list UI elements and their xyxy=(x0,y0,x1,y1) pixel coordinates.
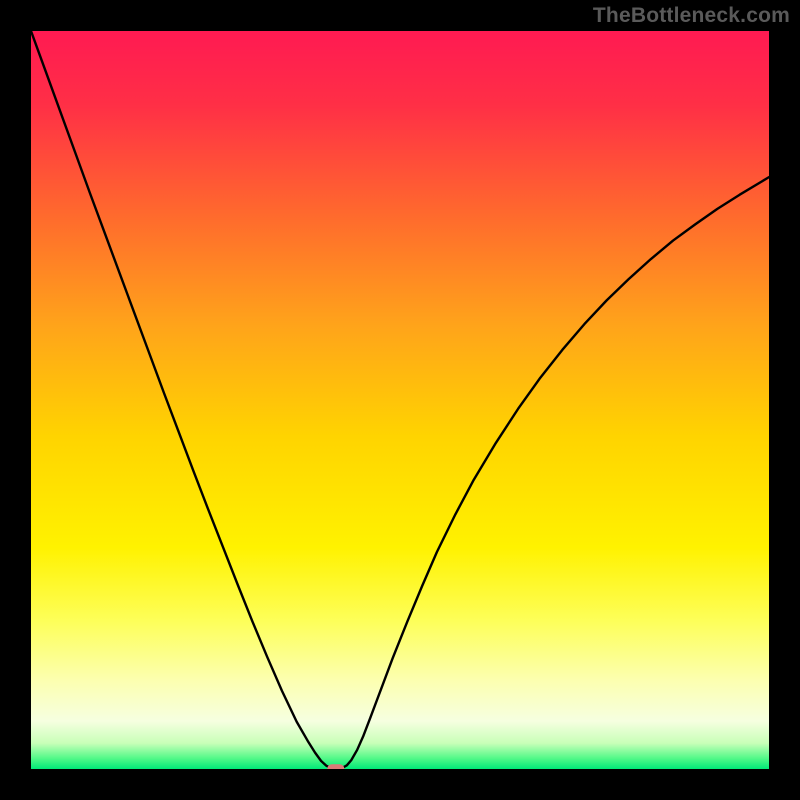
chart-svg xyxy=(31,31,769,769)
gradient-background xyxy=(31,31,769,769)
optimum-marker xyxy=(327,764,344,769)
chart-frame: TheBottleneck.com xyxy=(0,0,800,800)
watermark-text: TheBottleneck.com xyxy=(593,4,790,28)
plot-area xyxy=(31,31,769,769)
